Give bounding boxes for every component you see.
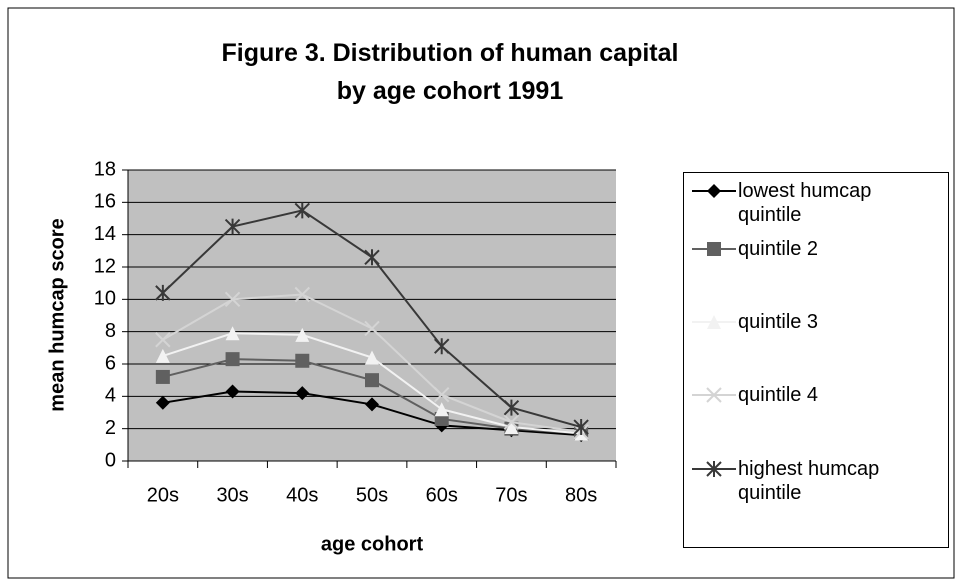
y-tick-label: 2 (105, 417, 116, 439)
legend-marker (706, 461, 722, 477)
legend-item: quintile 2 (690, 237, 938, 261)
legend-symbol (692, 461, 736, 477)
data-point (295, 353, 310, 368)
x-tick-label: 70s (495, 484, 527, 506)
data-point (503, 414, 520, 430)
plot-area (128, 170, 616, 461)
legend: lowest humcap quintile quintile 2 quintile… (683, 172, 949, 548)
legend-label: highest humcap quintile (738, 458, 880, 504)
legend-symbol (692, 387, 736, 403)
legend-symbol (692, 184, 736, 198)
x-tick-label: 30s (216, 484, 248, 506)
data-point (434, 387, 450, 403)
data-point (155, 369, 170, 384)
y-tick-label: 0 (105, 449, 116, 471)
legend-label: quintile 3 (738, 311, 819, 333)
y-tick-label: 8 (105, 320, 116, 342)
data-point (503, 399, 520, 416)
data-point (155, 332, 171, 348)
data-point (365, 373, 379, 388)
y-tick-label: 6 (105, 352, 116, 374)
data-point (434, 338, 450, 355)
y-tick-label: 4 (105, 385, 116, 407)
data-point (364, 320, 380, 337)
data-point (224, 218, 241, 235)
data-point (294, 286, 310, 303)
data-point (365, 350, 379, 365)
data-point (225, 352, 240, 367)
legend-label: quintile 4 (738, 384, 819, 406)
legend-item: highest humcap quintile (690, 457, 938, 505)
y-tick-label: 18 (94, 158, 116, 180)
y-axis-label: mean humcap score (46, 218, 68, 411)
data-point (364, 249, 380, 266)
data-point (155, 348, 170, 363)
data-point (224, 291, 241, 308)
data-point (155, 284, 171, 301)
legend-marker (707, 242, 721, 256)
legend-symbol (692, 242, 736, 256)
chart-title: Figure 3. Distribution of human capital … (221, 39, 679, 105)
data-point (295, 327, 310, 342)
data-point (225, 384, 240, 399)
legend-marker (706, 387, 722, 403)
data-point (294, 202, 310, 219)
x-tick-label: 20s (147, 484, 179, 506)
data-point (434, 402, 449, 417)
legend-label: quintile 2 (738, 238, 819, 260)
legend-item: quintile 3 (690, 310, 938, 334)
legend-item: lowest humcap quintile (690, 179, 938, 227)
legend-marker (707, 315, 721, 329)
y-tick-label: 14 (94, 223, 116, 245)
legend-label: lowest humcap quintile (738, 180, 872, 226)
y-tick-label: 16 (94, 191, 116, 213)
x-axis-label: age cohort (321, 533, 424, 555)
y-tick-label: 10 (94, 288, 116, 310)
y-tick-label: 12 (94, 255, 116, 277)
x-tick-label: 60s (426, 484, 458, 506)
data-point (225, 326, 240, 341)
data-point (155, 395, 170, 410)
legend-symbol (692, 315, 736, 329)
data-point (504, 420, 519, 435)
data-point (365, 397, 379, 412)
x-tick-label: 50s (356, 484, 388, 506)
legend-marker (707, 184, 721, 198)
data-point (295, 386, 310, 401)
data-point (573, 419, 589, 436)
x-tick-label: 80s (565, 484, 597, 506)
x-tick-label: 40s (286, 484, 318, 506)
legend-item: quintile 4 (690, 383, 938, 407)
